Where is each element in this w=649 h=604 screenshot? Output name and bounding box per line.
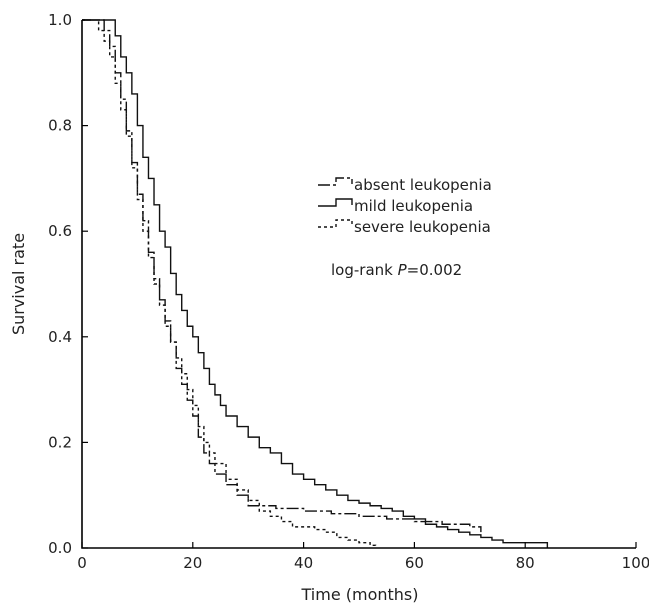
x-tick-label: 100	[622, 554, 649, 572]
y-tick-label: 0.6	[48, 222, 72, 240]
y-tick-label: 1.0	[48, 11, 72, 29]
x-tick-label: 20	[183, 554, 202, 572]
y-tick-label: 0.2	[48, 433, 72, 451]
y-tick-label: 0.8	[48, 117, 72, 135]
ticks-layer: 0 20 40 60 80 100 0.0 0.2 0.4 0.6 0.8 1.0	[48, 11, 649, 572]
legend-label: absent leukopenia	[354, 176, 492, 194]
legend-label: mild leukopenia	[354, 197, 473, 215]
y-tick-label: 0.0	[48, 539, 72, 557]
legend-swatch	[318, 177, 353, 186]
axes-layer	[81, 20, 636, 549]
x-tick-label: 80	[516, 554, 535, 572]
x-tick-label: 60	[405, 554, 424, 572]
y-tick-label: 0.4	[48, 328, 72, 346]
legend-swatch	[318, 219, 353, 228]
legend-swatch	[318, 198, 353, 207]
series-layer	[82, 19, 549, 548]
annotation-value: =0.002	[407, 261, 463, 279]
axis-frame	[81, 20, 636, 549]
annotation-p: P	[398, 261, 408, 279]
log-rank-annotation: log-rank P=0.002	[331, 261, 462, 279]
series-line-severe-leukopenia	[82, 19, 377, 548]
x-tick-label: 40	[294, 554, 313, 572]
annotation-prefix: log-rank	[331, 261, 398, 279]
legend-label: severe leukopenia	[354, 218, 491, 236]
series-line-absent-leukopenia	[82, 19, 482, 533]
legend: absent leukopenia mild leukopenia severe l…	[318, 176, 492, 236]
y-axis-title: Survival rate	[9, 233, 28, 335]
x-axis-title: Time (months)	[301, 585, 419, 604]
x-tick-label: 0	[77, 554, 87, 572]
series-line-mild-leukopenia	[82, 19, 549, 548]
